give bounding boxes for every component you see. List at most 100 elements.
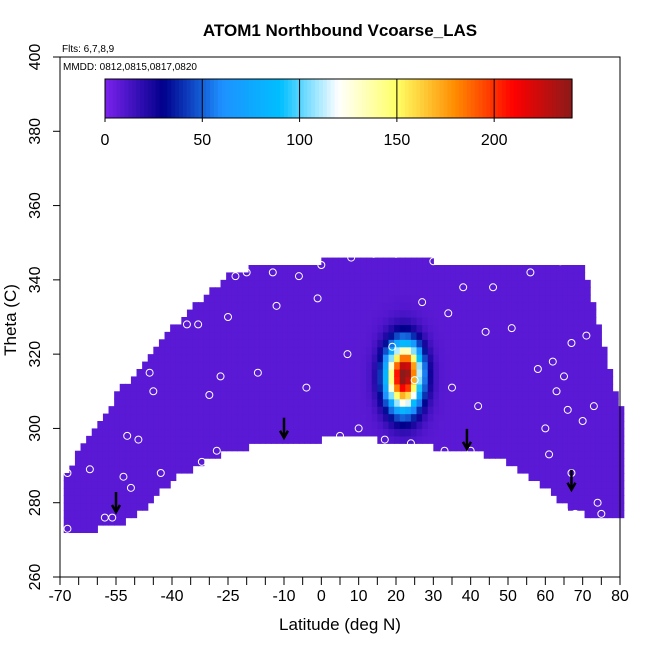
heatmap-cell bbox=[231, 294, 238, 303]
heatmap-cell bbox=[528, 279, 535, 288]
heatmap-cell bbox=[416, 279, 423, 288]
heatmap-cell bbox=[388, 354, 395, 363]
colorbar-swatch bbox=[319, 79, 324, 118]
heatmap-cell bbox=[433, 383, 440, 392]
heatmap-cell bbox=[276, 354, 283, 363]
heatmap-cell bbox=[270, 421, 278, 430]
heatmap-cell bbox=[242, 398, 250, 407]
heatmap-cell bbox=[125, 398, 132, 407]
heatmap-cell bbox=[606, 421, 614, 430]
heatmap-cell bbox=[237, 287, 244, 296]
heatmap-cell bbox=[377, 376, 384, 385]
sample-point bbox=[126, 483, 135, 492]
heatmap-cell bbox=[539, 354, 546, 363]
colorbar-tick-label: 0 bbox=[101, 132, 110, 149]
heatmap-cell bbox=[203, 354, 210, 363]
heatmap-cell bbox=[315, 265, 322, 274]
heatmap-cell bbox=[410, 383, 418, 392]
heatmap-cell bbox=[466, 309, 474, 318]
heatmap-cell bbox=[405, 309, 412, 318]
heatmap-cell bbox=[175, 406, 182, 415]
heatmap-cell bbox=[63, 473, 70, 482]
heatmap-cell bbox=[265, 354, 272, 363]
heatmap-cell bbox=[326, 324, 334, 333]
heatmap-cell bbox=[550, 309, 558, 318]
sample-point bbox=[597, 509, 606, 518]
heatmap-cell bbox=[478, 443, 485, 452]
heatmap-cell bbox=[287, 361, 294, 370]
colorbar-swatch bbox=[369, 79, 375, 118]
heatmap-cell bbox=[310, 287, 317, 296]
heatmap-cell bbox=[556, 398, 563, 407]
heatmap-cell bbox=[489, 443, 496, 452]
heatmap-cell bbox=[422, 287, 429, 296]
heatmap-cell bbox=[242, 443, 250, 452]
heatmap-cell bbox=[242, 421, 250, 430]
heatmap-cell bbox=[550, 406, 558, 415]
heatmap-cell bbox=[466, 369, 474, 378]
heatmap-cell bbox=[142, 480, 149, 489]
heatmap-cell bbox=[550, 294, 558, 303]
heatmap-cell bbox=[192, 413, 199, 422]
heatmap-cell bbox=[192, 398, 199, 407]
heatmap-cell bbox=[231, 413, 238, 422]
heatmap-cell bbox=[164, 458, 171, 467]
sample-point bbox=[294, 272, 303, 281]
heatmap-cell bbox=[427, 435, 434, 444]
heatmap-cell bbox=[427, 309, 434, 318]
heatmap-cell bbox=[310, 294, 317, 303]
heatmap-cell bbox=[478, 369, 485, 378]
heatmap-cell bbox=[410, 324, 418, 333]
heatmap-cell bbox=[388, 272, 395, 281]
heatmap-cell bbox=[584, 406, 591, 415]
heatmap-cell bbox=[539, 376, 546, 385]
heatmap-cell bbox=[478, 346, 485, 355]
heatmap-cell bbox=[265, 361, 272, 370]
heatmap-cell bbox=[388, 369, 395, 378]
heatmap-cell bbox=[534, 309, 541, 318]
heatmap-cell bbox=[606, 435, 614, 444]
heatmap-cell bbox=[270, 398, 278, 407]
heatmap-cell bbox=[254, 302, 261, 311]
heatmap-cell bbox=[601, 354, 608, 363]
heatmap-cell bbox=[382, 265, 390, 274]
heatmap-cell bbox=[433, 331, 440, 340]
heatmap-cell bbox=[198, 421, 205, 430]
heatmap-cell bbox=[74, 480, 82, 489]
heatmap-cell bbox=[528, 473, 535, 482]
heatmap-cell bbox=[170, 383, 177, 392]
heatmap-cell bbox=[573, 265, 580, 274]
heatmap-cell bbox=[102, 502, 110, 511]
heatmap-cell bbox=[377, 309, 384, 318]
heatmap-cell bbox=[478, 324, 485, 333]
heatmap-cell bbox=[231, 309, 238, 318]
heatmap-cell bbox=[198, 331, 205, 340]
heatmap-cell bbox=[438, 331, 446, 340]
heatmap-cell bbox=[382, 369, 390, 378]
heatmap-cell bbox=[108, 450, 115, 459]
heatmap-cell bbox=[254, 265, 261, 274]
heatmap-cell bbox=[298, 421, 306, 430]
heatmap-cell bbox=[282, 331, 289, 340]
heatmap-cell bbox=[354, 391, 362, 400]
heatmap-cell bbox=[276, 391, 283, 400]
heatmap-cell bbox=[198, 391, 205, 400]
heatmap-cell bbox=[332, 376, 339, 385]
heatmap-cell bbox=[478, 302, 485, 311]
heatmap-cell bbox=[466, 294, 474, 303]
heatmap-cell bbox=[410, 309, 418, 318]
heatmap-cell bbox=[338, 421, 345, 430]
heatmap-cell bbox=[410, 435, 418, 444]
heatmap-cell bbox=[466, 287, 474, 296]
heatmap-cell bbox=[114, 458, 121, 467]
heatmap-cell bbox=[97, 465, 104, 474]
heatmap-cell bbox=[422, 346, 429, 355]
heatmap-cell bbox=[455, 413, 462, 422]
colorbar-swatch bbox=[568, 79, 573, 118]
heatmap-cell bbox=[366, 287, 373, 296]
heatmap-cell bbox=[326, 391, 334, 400]
heatmap-cell bbox=[567, 443, 574, 452]
heatmap-cell bbox=[298, 428, 306, 437]
heatmap-cell bbox=[270, 309, 278, 318]
heatmap-cell bbox=[382, 339, 390, 348]
